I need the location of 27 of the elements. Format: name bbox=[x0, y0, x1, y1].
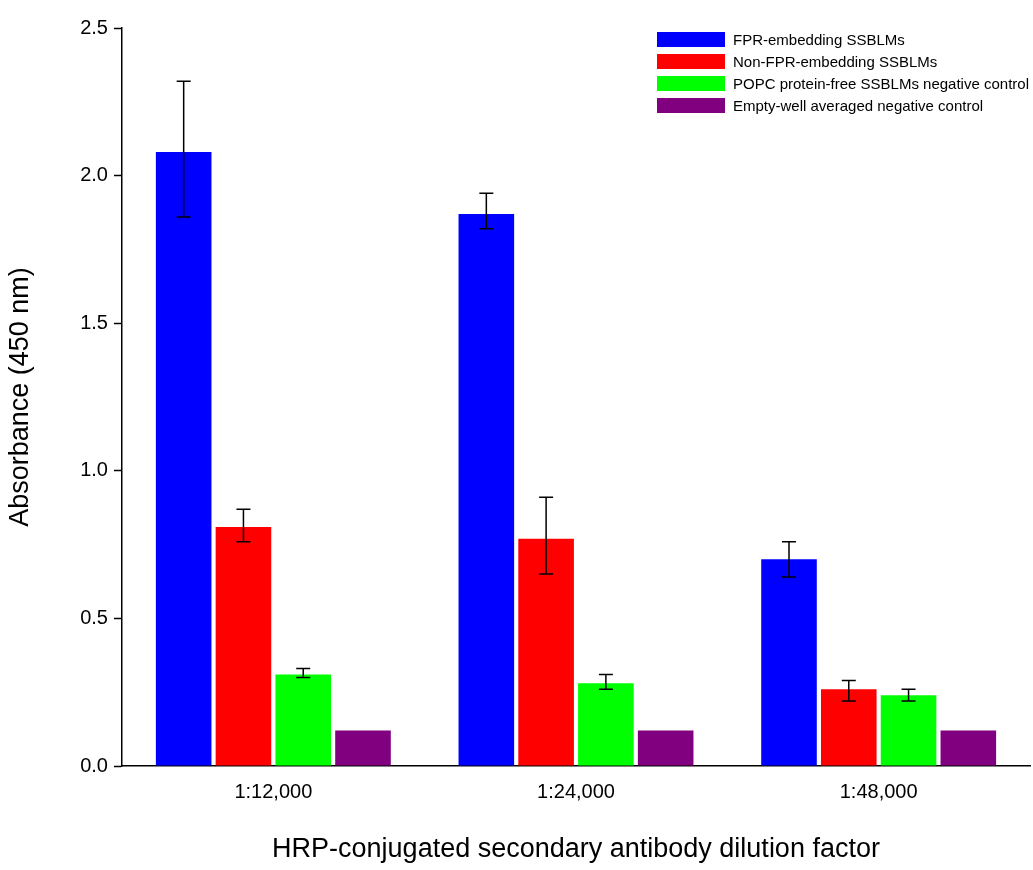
bar bbox=[820, 689, 877, 766]
x-tick-label: 1:48,000 bbox=[839, 779, 918, 802]
bar bbox=[761, 559, 817, 766]
bar bbox=[940, 730, 997, 766]
bar bbox=[335, 730, 391, 766]
legend-label: Empty-well averaged negative control bbox=[733, 96, 984, 114]
bar bbox=[880, 695, 937, 766]
y-tick-label: 1.5 bbox=[80, 310, 108, 333]
bar bbox=[518, 538, 574, 766]
bar bbox=[215, 526, 272, 766]
x-tick-label: 1:12,000 bbox=[234, 779, 313, 802]
bar bbox=[458, 213, 515, 766]
bar bbox=[578, 683, 634, 766]
y-tick-label: 0.5 bbox=[80, 605, 108, 628]
legend-label: FPR-embedding SSBLMs bbox=[733, 30, 905, 48]
legend-label: Non-FPR-embedding SSBLMs bbox=[733, 52, 938, 70]
y-tick-label: 0.0 bbox=[80, 753, 108, 776]
bar bbox=[637, 730, 694, 766]
x-axis-title: HRP-conjugated secondary antibody dilution factor bbox=[272, 833, 880, 864]
y-axis-title: Absorbance (450 nm) bbox=[3, 267, 34, 527]
y-tick-label: 1.0 bbox=[80, 458, 108, 481]
y-tick-label: 2.5 bbox=[80, 15, 108, 38]
bar bbox=[155, 151, 212, 766]
y-tick-label: 2.0 bbox=[80, 163, 108, 186]
legend-label: POPC protein-free SSBLMs negative control bbox=[733, 74, 1029, 92]
x-tick-label: 1:24,000 bbox=[537, 779, 615, 802]
bar bbox=[275, 674, 332, 766]
